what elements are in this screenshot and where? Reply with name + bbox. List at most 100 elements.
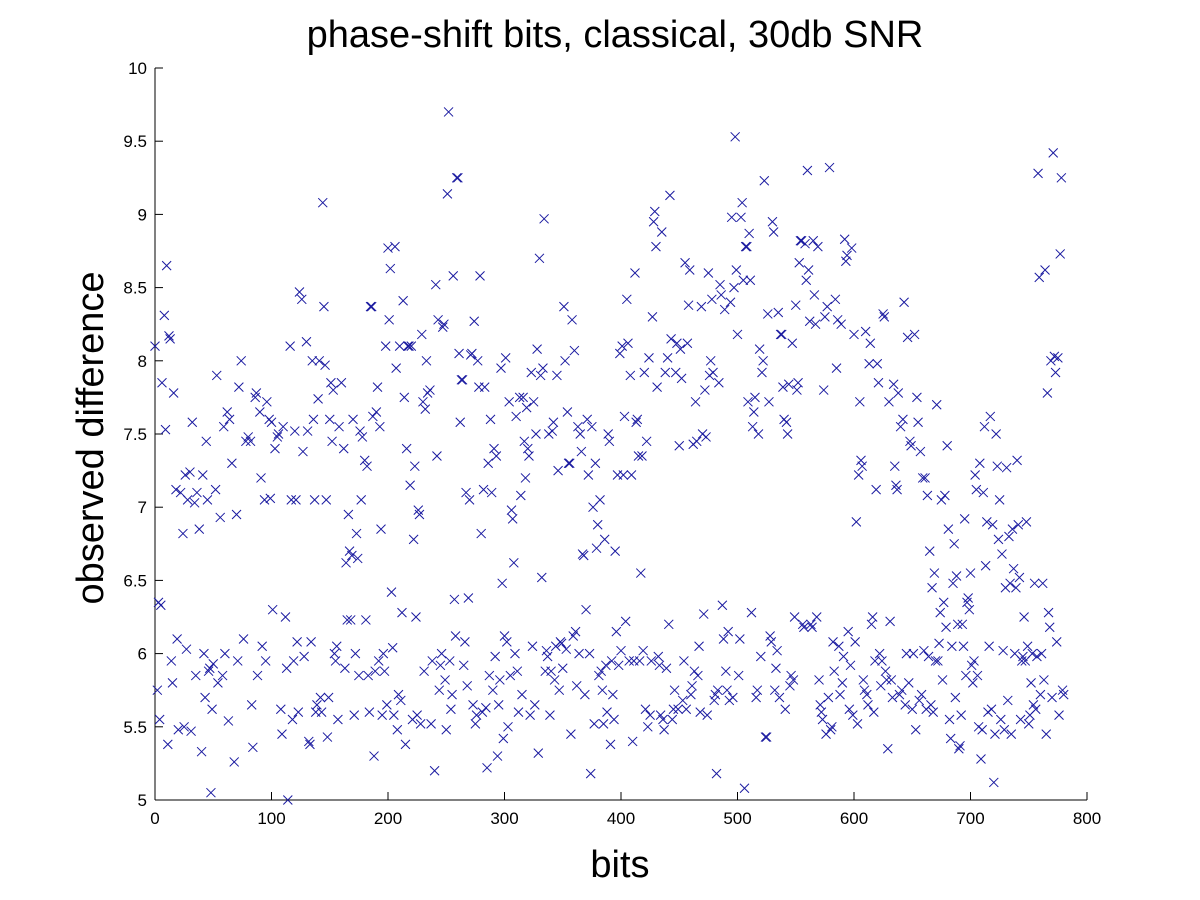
data-point xyxy=(372,382,383,393)
data-point xyxy=(499,631,510,641)
data-point xyxy=(173,724,184,735)
data-point xyxy=(818,385,829,395)
data-point xyxy=(773,307,784,318)
data-point xyxy=(764,396,774,407)
data-point xyxy=(532,344,542,354)
data-point xyxy=(757,367,767,378)
data-point xyxy=(845,660,856,671)
data-point xyxy=(525,710,535,720)
data-point xyxy=(731,265,742,275)
data-point xyxy=(829,666,840,677)
data-point xyxy=(852,719,863,729)
data-point xyxy=(324,414,335,425)
data-point xyxy=(519,436,530,447)
data-point xyxy=(659,724,669,735)
data-point xyxy=(435,660,446,671)
data-point xyxy=(746,607,757,618)
data-point xyxy=(781,417,792,428)
data-point xyxy=(442,189,453,199)
data-point xyxy=(260,656,271,666)
data-point xyxy=(687,680,697,691)
data-point xyxy=(916,689,927,700)
data-point xyxy=(194,524,205,535)
data-point xyxy=(627,736,638,747)
data-point xyxy=(867,612,878,622)
data-point xyxy=(730,131,741,142)
data-point xyxy=(406,341,417,352)
data-point xyxy=(952,619,963,630)
data-point xyxy=(547,426,558,436)
data-point xyxy=(930,656,941,666)
data-point xyxy=(533,748,544,759)
data-point xyxy=(172,634,182,644)
data-point xyxy=(178,528,188,539)
data-point xyxy=(903,678,914,688)
data-point xyxy=(583,470,594,480)
data-point xyxy=(243,432,254,442)
data-point xyxy=(157,377,167,388)
data-point xyxy=(727,692,738,703)
data-point xyxy=(224,414,235,425)
data-point xyxy=(366,301,377,312)
data-point xyxy=(265,493,276,504)
data-point xyxy=(162,739,173,750)
data-point xyxy=(610,546,621,556)
data-point xyxy=(1027,648,1038,659)
data-point xyxy=(446,704,456,715)
data-point xyxy=(663,619,674,630)
data-point xyxy=(673,704,683,715)
data-point xyxy=(597,685,608,696)
data-point xyxy=(552,370,562,381)
data-point xyxy=(581,604,591,615)
data-point xyxy=(355,426,365,436)
data-point xyxy=(292,637,302,647)
data-point xyxy=(429,765,440,776)
data-point xyxy=(619,411,630,422)
data-point xyxy=(517,689,527,700)
data-point xyxy=(802,165,813,176)
data-point xyxy=(607,689,618,700)
data-point xyxy=(733,670,744,681)
data-point xyxy=(634,656,645,666)
data-point xyxy=(767,216,778,227)
data-point xyxy=(534,253,545,264)
data-point xyxy=(427,656,438,666)
data-point xyxy=(660,367,671,378)
data-point xyxy=(951,571,962,581)
data-point xyxy=(380,341,391,352)
data-point xyxy=(211,370,222,381)
data-point xyxy=(625,370,636,381)
data-point xyxy=(914,695,925,706)
data-point xyxy=(270,443,280,454)
data-point xyxy=(744,228,755,239)
data-point xyxy=(469,316,480,327)
data-point xyxy=(302,426,313,436)
data-point xyxy=(1029,578,1040,589)
data-point xyxy=(705,355,716,366)
data-point xyxy=(200,692,210,703)
data-point xyxy=(1058,689,1069,700)
data-point xyxy=(298,446,308,457)
data-point xyxy=(941,622,951,633)
data-point xyxy=(319,301,329,312)
data-point xyxy=(854,396,865,407)
data-point xyxy=(344,546,355,556)
data-point xyxy=(248,742,258,753)
data-point xyxy=(734,634,745,644)
data-point xyxy=(690,396,701,407)
data-point xyxy=(485,414,496,425)
data-point xyxy=(599,534,610,545)
data-point xyxy=(755,651,766,662)
data-point xyxy=(231,509,242,520)
data-point xyxy=(507,514,518,524)
data-point xyxy=(965,568,976,578)
data-point xyxy=(313,394,323,404)
data-point xyxy=(412,710,422,720)
data-point xyxy=(1042,388,1053,398)
data-point xyxy=(542,651,553,662)
data-point xyxy=(368,411,378,422)
data-point xyxy=(1028,699,1039,710)
data-point xyxy=(546,666,556,677)
data-point xyxy=(217,670,228,681)
data-point xyxy=(578,550,589,561)
